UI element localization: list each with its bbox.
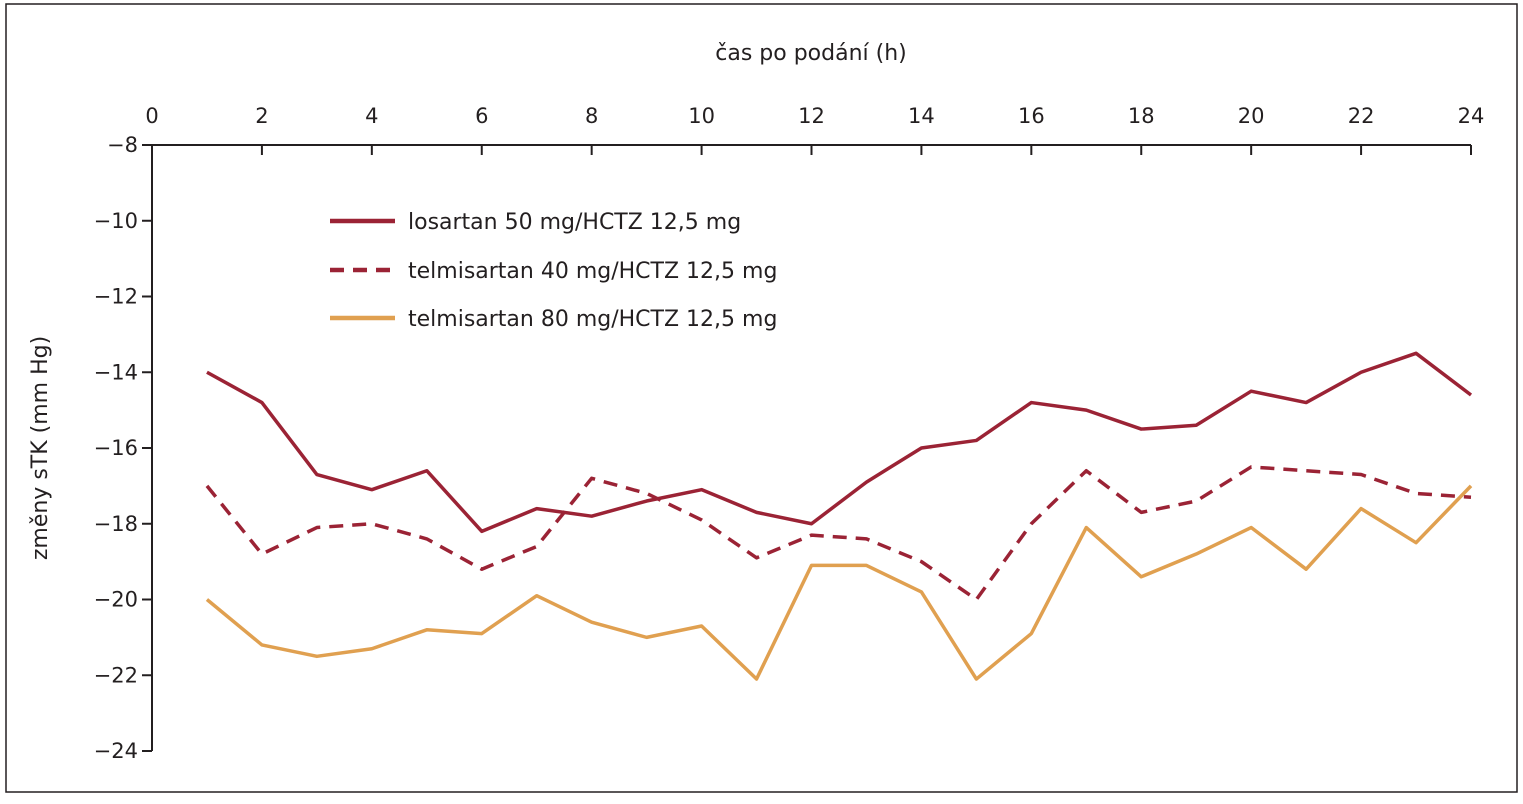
series-layer xyxy=(205,351,1473,681)
legend: losartan 50 mg/HCTZ 12,5 mg telmisartan 4… xyxy=(330,210,777,332)
y-axis-title: změny sTK (mm Hg) xyxy=(28,336,53,560)
x-tick-label: 16 xyxy=(1018,104,1045,128)
y-tick-label: −12 xyxy=(94,285,138,309)
y-tick-label: −8 xyxy=(107,133,138,157)
x-axis-title: čas po podání (h) xyxy=(715,41,906,66)
x-tick-label: 0 xyxy=(145,104,158,128)
y-tick-label: −24 xyxy=(94,739,138,763)
x-tick-label: 2 xyxy=(255,104,268,128)
legend-label: losartan 50 mg/HCTZ 12,5 mg xyxy=(408,210,741,235)
y-axis-ticks: −8 −10 −12 −14 −16 −18 −20 −22 −24 xyxy=(94,133,152,763)
series-line-3 xyxy=(205,484,1473,681)
y-tick-label: −14 xyxy=(94,360,138,384)
x-tick-label: 22 xyxy=(1348,104,1375,128)
y-tick-label: −22 xyxy=(94,663,138,687)
x-axis-ticks: 0 2 4 6 8 10 12 14 16 18 20 22 24 xyxy=(145,104,1484,155)
y-tick-label: −20 xyxy=(94,588,138,612)
x-tick-label: 4 xyxy=(365,104,378,128)
x-tick-label: 24 xyxy=(1458,104,1485,128)
legend-label: telmisartan 40 mg/HCTZ 12,5 mg xyxy=(408,259,777,284)
x-tick-label: 6 xyxy=(475,104,488,128)
x-tick-label: 10 xyxy=(688,104,715,128)
legend-label: telmisartan 80 mg/HCTZ 12,5 mg xyxy=(408,307,777,332)
y-tick-label: −18 xyxy=(94,512,138,536)
x-tick-label: 12 xyxy=(798,104,825,128)
x-tick-label: 8 xyxy=(585,104,598,128)
x-tick-label: 20 xyxy=(1238,104,1265,128)
chart-border xyxy=(5,3,1518,793)
x-tick-label: 18 xyxy=(1128,104,1155,128)
series-line-1 xyxy=(206,351,1473,534)
x-tick-label: 14 xyxy=(908,104,935,128)
y-tick-label: −10 xyxy=(94,209,138,233)
series-line-2 xyxy=(205,465,1472,602)
y-tick-label: −16 xyxy=(94,436,138,460)
